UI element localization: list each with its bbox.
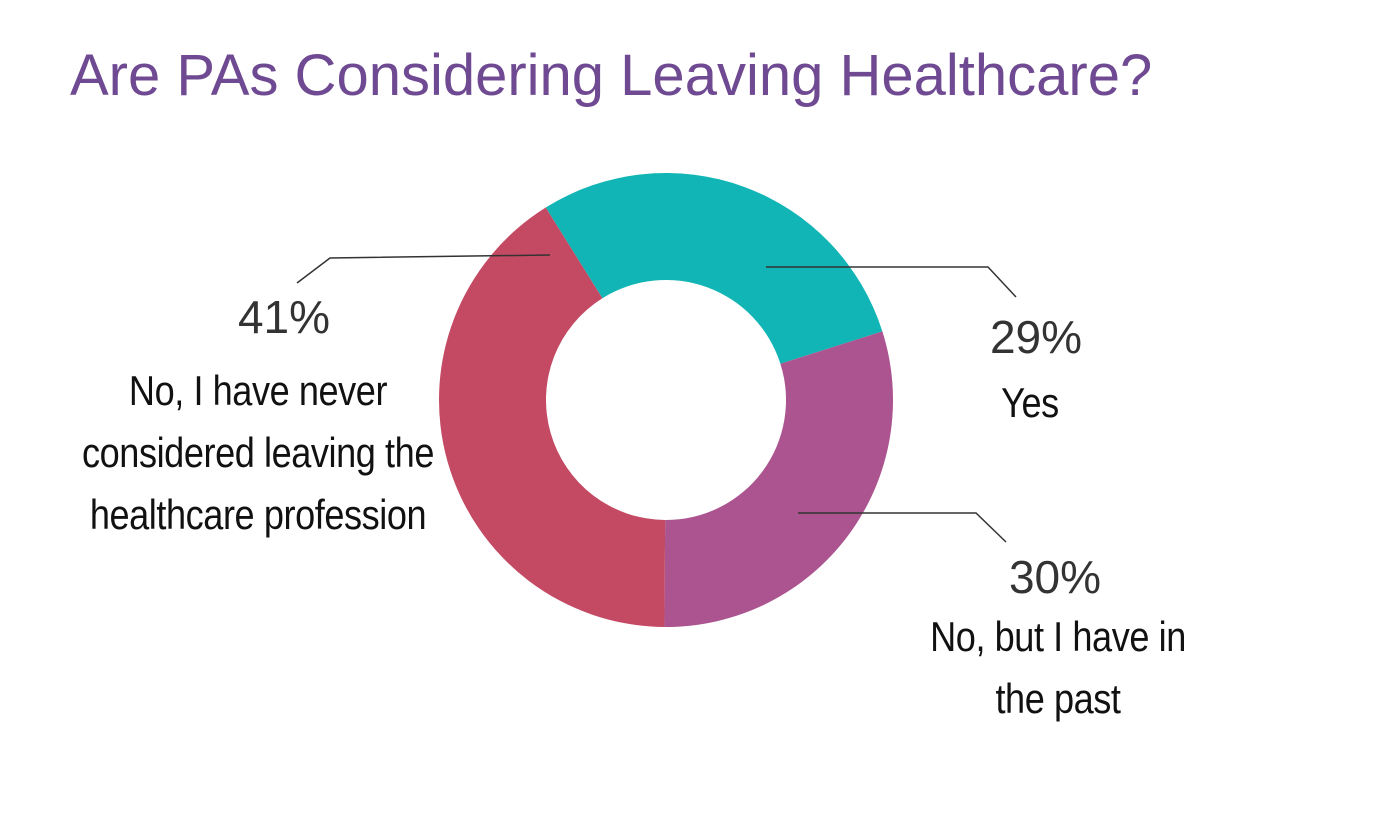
category-label: Yes <box>1001 379 1059 426</box>
chart-title: Are PAs Considering Leaving Healthcare? <box>70 43 1153 108</box>
category-label: No, but I have in the past <box>930 613 1186 722</box>
donut-slice <box>439 207 666 627</box>
leader-line <box>296 254 551 284</box>
category-label: No, I have never considered leaving the … <box>81 367 434 538</box>
value-label: 30% <box>1008 551 1102 603</box>
value-label: 41% <box>237 291 331 343</box>
leader-line <box>766 266 1017 298</box>
value-label: 29% <box>989 311 1083 363</box>
leader-line <box>798 512 1007 543</box>
donut-slice <box>545 173 883 364</box>
donut-slice <box>664 331 893 627</box>
